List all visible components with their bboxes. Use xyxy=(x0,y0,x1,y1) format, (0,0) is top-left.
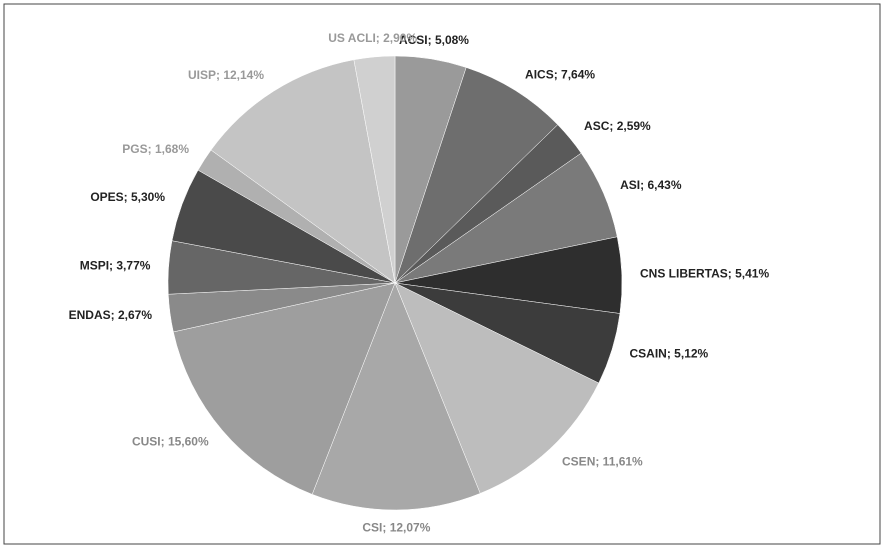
pie-slice xyxy=(353,55,396,284)
data-label: AICS; 7,64% xyxy=(525,67,595,81)
data-label: ENDAS; 2,67% xyxy=(69,308,153,322)
data-label: CSAIN; 5,12% xyxy=(630,347,709,361)
data-label: CSEN; 11,61% xyxy=(562,455,643,469)
data-label: US ACLI; 2,90% xyxy=(328,31,417,45)
data-label: CNS LIBERTAS; 5,41% xyxy=(640,267,769,281)
data-label: UISP; 12,14% xyxy=(188,68,264,82)
pie-slice xyxy=(394,282,600,494)
pie-slice xyxy=(210,59,396,284)
data-label: ASC; 2,59% xyxy=(584,119,651,133)
data-label: OPES; 5,30% xyxy=(90,190,165,204)
data-label: CUSI; 15,60% xyxy=(132,434,209,448)
pie-slice xyxy=(311,282,481,511)
pie-slice xyxy=(394,67,559,284)
data-label: MSPI; 3,77% xyxy=(80,258,151,272)
data-label: CSI; 12,07% xyxy=(362,520,430,534)
data-label: PGS; 1,68% xyxy=(122,142,189,156)
pie-slice xyxy=(173,282,396,495)
data-label: ASI; 6,43% xyxy=(620,178,682,192)
data-label: ACSI; 5,08% xyxy=(399,33,469,47)
